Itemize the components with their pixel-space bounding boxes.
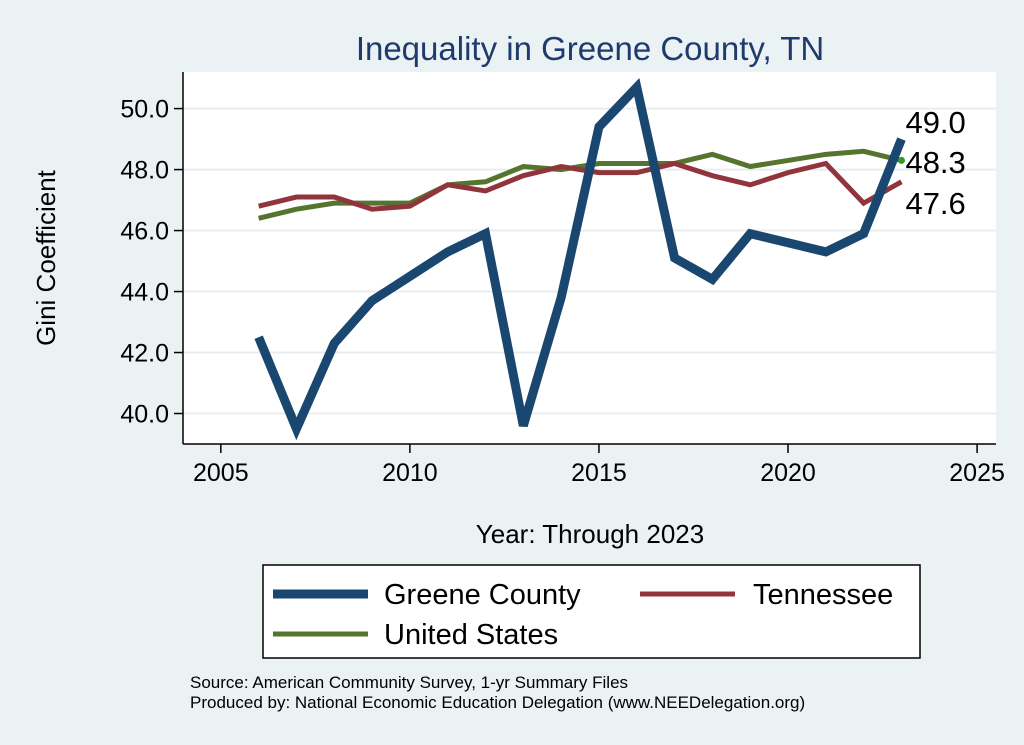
axes — [182, 72, 996, 445]
y-tick-label: 50.0 — [120, 96, 169, 124]
chart-title: Inequality in Greene County, TN — [356, 30, 824, 67]
y-tick-label: 42.0 — [120, 340, 169, 368]
x-tick-label: 2005 — [193, 459, 249, 487]
y-axis-title: Gini Coefficient — [31, 169, 61, 346]
legend-label-greene-county: Greene County — [384, 579, 581, 611]
end-label-greene-county: 49.0 — [905, 105, 965, 140]
end-labels: 49.0 48.3 47.6 — [897, 105, 966, 221]
legend-label-united-states: United States — [384, 619, 558, 651]
series-lines — [254, 78, 906, 441]
x-tick-label: 2025 — [949, 459, 1005, 487]
end-label-united-states: 48.3 — [905, 145, 965, 180]
produced-by-line: Produced by: National Economic Education… — [190, 693, 805, 712]
legend-label-tennessee: Tennessee — [753, 579, 893, 611]
series-line-greene-county — [254, 78, 906, 441]
x-axis-title: Year: Through 2023 — [476, 519, 704, 549]
legend: Greene County Tennessee United States — [262, 564, 921, 659]
y-tick-label: 46.0 — [120, 218, 169, 246]
plot-area — [183, 72, 996, 444]
y-tick-label: 40.0 — [120, 401, 169, 429]
y-tick-label: 44.0 — [120, 279, 169, 307]
x-tick-label: 2015 — [571, 459, 627, 487]
legend-box — [262, 564, 921, 659]
y-tick-label: 48.0 — [120, 157, 169, 185]
end-label-tennessee: 47.6 — [905, 186, 965, 221]
x-tick-label: 2010 — [382, 459, 438, 487]
ticks: 40.0 42.0 44.0 46.0 48.0 50.0 2005 2010 2015 2020… — [120, 96, 1005, 487]
x-tick-label: 2020 — [760, 459, 816, 487]
source-line: Source: American Community Survey, 1-yr … — [190, 673, 628, 692]
series-line-tennessee — [258, 160, 903, 212]
series-line-united-states — [258, 148, 903, 221]
end-marker-united-states — [897, 156, 905, 164]
